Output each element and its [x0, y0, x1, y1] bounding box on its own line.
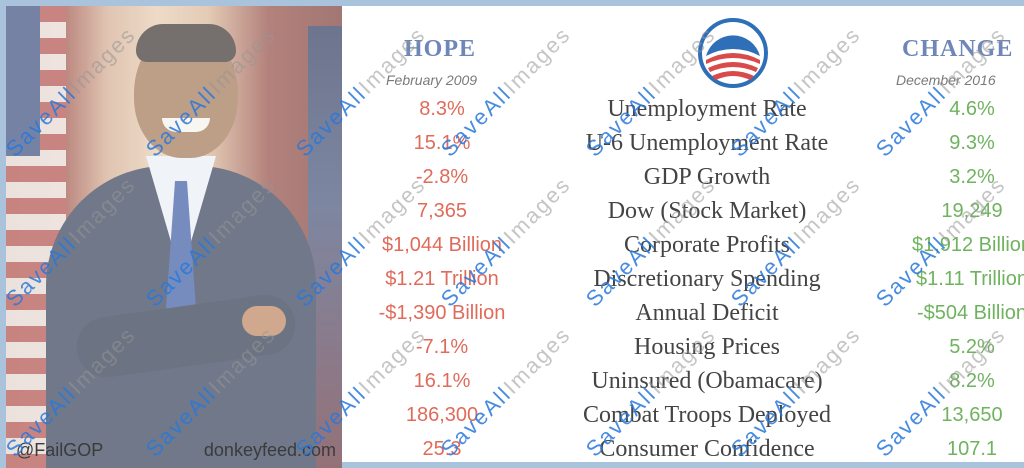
- metric-label: Discretionary Spending: [593, 266, 821, 292]
- smile: [162, 118, 210, 132]
- change-title: CHANGE: [902, 36, 1014, 62]
- change-date: December 2016: [896, 72, 996, 88]
- table-row: 25.3 Consumer Confidence 107.1: [342, 432, 1024, 466]
- table-row: 7,365 Dow (Stock Market) 19,249: [342, 194, 1024, 228]
- change-value: 3.2%: [949, 166, 995, 188]
- change-value: -$504 Billion: [916, 302, 1024, 324]
- change-value: $1.11 Trillion: [916, 268, 1024, 290]
- table-row: $1,044 Billion Corporate Profits $1,912 …: [342, 228, 1024, 262]
- hope-value: -2.8%: [415, 166, 469, 188]
- metric-label: Uninsured (Obamacare): [591, 368, 823, 394]
- metric-label: Combat Troops Deployed: [582, 402, 831, 428]
- metric-label: Consumer Confidence: [599, 436, 815, 462]
- hope-value: 186,300: [405, 404, 479, 426]
- credit-site: donkeyfeed.com: [203, 440, 336, 460]
- table-row: $1.21 Trillion Discretionary Spending $1…: [342, 262, 1024, 296]
- hope-value: 25.3: [422, 438, 462, 460]
- hope-value: 15.1%: [413, 132, 471, 154]
- metric-label: Annual Deficit: [635, 300, 779, 326]
- change-value: 4.6%: [949, 98, 995, 120]
- hope-value: 16.1%: [413, 370, 471, 392]
- metric-label: Corporate Profits: [624, 232, 790, 258]
- hope-value: -$1,390 Billion: [378, 302, 506, 324]
- hope-value: $1.21 Trillion: [385, 268, 499, 290]
- change-value: 13,650: [941, 404, 1003, 426]
- change-value: 107.1: [946, 438, 998, 460]
- hope-value: 8.3%: [419, 98, 465, 120]
- metric-label: U-6 Unemployment Rate: [585, 130, 829, 156]
- table-row: -2.8% GDP Growth 3.2%: [342, 160, 1024, 194]
- table-row: 186,300 Combat Troops Deployed 13,650: [342, 398, 1024, 432]
- flag-canton: [6, 6, 40, 156]
- portrait-photo: [6, 6, 342, 468]
- table-row: 15.1% U-6 Unemployment Rate 9.3%: [342, 126, 1024, 160]
- hope-date: February 2009: [386, 72, 478, 88]
- hope-value: 7,365: [416, 200, 468, 222]
- change-value: $1,912 Billion: [911, 234, 1024, 256]
- hand: [242, 306, 286, 336]
- table-row: -7.1% Housing Prices 5.2%: [342, 330, 1024, 364]
- change-value: 5.2%: [949, 336, 995, 358]
- metric-label: GDP Growth: [643, 164, 771, 190]
- table-row: 16.1% Uninsured (Obamacare) 8.2%: [342, 364, 1024, 398]
- campaign-logo-icon: [698, 18, 768, 88]
- hope-value: -7.1%: [415, 336, 469, 358]
- credit-handle: @FailGOP: [16, 440, 104, 460]
- hope-value: $1,044 Billion: [381, 234, 503, 256]
- table-row: -$1,390 Billion Annual Deficit -$504 Bil…: [342, 296, 1024, 330]
- hope-title: HOPE: [404, 36, 477, 62]
- change-value: 9.3%: [949, 132, 995, 154]
- photo-overlay: [6, 6, 342, 468]
- credits: @FailGOP donkeyfeed.com: [16, 440, 336, 461]
- metric-label: Unemployment Rate: [607, 96, 807, 122]
- change-value: 19,249: [941, 200, 1003, 222]
- change-value: 8.2%: [949, 370, 995, 392]
- metric-label: Dow (Stock Market): [607, 198, 807, 224]
- table-row: 8.3% Unemployment Rate 4.6%: [342, 92, 1024, 126]
- metric-label: Housing Prices: [634, 334, 780, 360]
- hair: [136, 24, 236, 62]
